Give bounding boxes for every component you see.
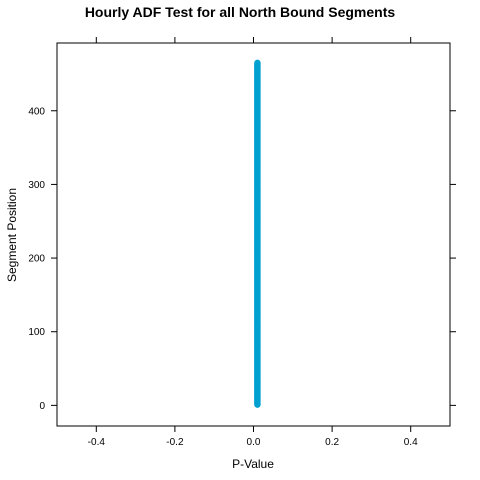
y-tick-label: 200 [28, 254, 45, 265]
y-tick-label: 300 [28, 180, 45, 191]
x-axis-ticks: -0.4 -0.2 0.0 0.2 0.4 [88, 37, 418, 448]
x-tick-label: -0.4 [88, 437, 106, 448]
y-tick-label: 0 [39, 401, 45, 412]
chart-title: Hourly ADF Test for all North Bound Segm… [84, 4, 396, 20]
data-point [254, 59, 261, 67]
x-tick-label: -0.2 [166, 437, 184, 448]
x-axis-label: P-Value [232, 457, 274, 471]
y-axis-ticks: 0 100 200 300 400 [28, 106, 456, 412]
y-axis-label: Segment Position [5, 188, 19, 282]
plot-frame [56, 42, 451, 427]
data-points [254, 59, 261, 408]
x-tick-label: 0.0 [247, 437, 261, 448]
y-tick-label: 100 [28, 327, 45, 338]
y-tick-label: 400 [28, 106, 45, 117]
x-tick-label: 0.4 [404, 437, 418, 448]
x-tick-label: 0.2 [325, 437, 339, 448]
